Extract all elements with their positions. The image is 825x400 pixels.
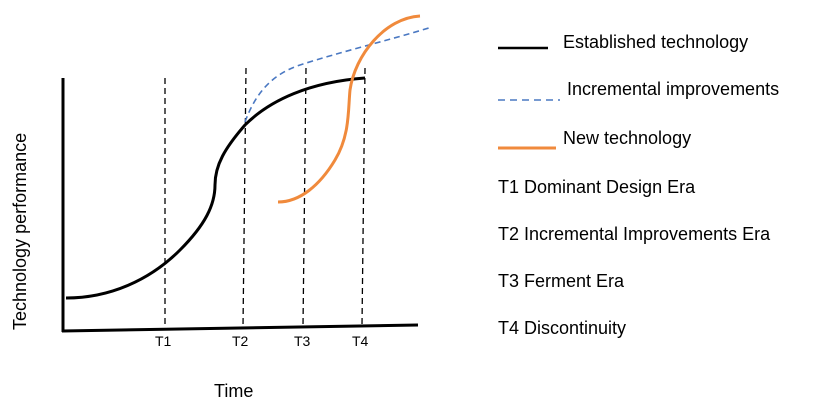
tick-label-t4: T4 xyxy=(352,333,369,349)
x-axis-title: Time xyxy=(214,381,253,400)
established-technology-curve xyxy=(65,76,366,300)
y-axis-title: Technology performance xyxy=(10,133,30,330)
era-label-t2: T2 Incremental Improvements Era xyxy=(498,224,771,244)
t2-dashed-line xyxy=(242,67,247,328)
legend-label-established: Established technology xyxy=(563,32,748,52)
x-axis xyxy=(61,323,419,333)
legend-label-new: New technology xyxy=(563,128,691,148)
era-label-t4: T4 Discontinuity xyxy=(498,318,626,338)
era-label-t1: T1 Dominant Design Era xyxy=(498,177,696,197)
incremental-improvements-curve xyxy=(244,26,433,123)
tick-label-t2: T2 xyxy=(232,333,249,349)
t4-dashed-line xyxy=(361,67,366,326)
t3-dashed-line xyxy=(302,67,307,327)
new-technology-curve xyxy=(277,14,421,204)
tick-label-t3: T3 xyxy=(294,333,311,349)
era-label-t3: T3 Ferment Era xyxy=(498,271,625,291)
legend-label-incremental: Incremental improvements xyxy=(567,79,779,99)
tick-label-t1: T1 xyxy=(155,333,172,349)
